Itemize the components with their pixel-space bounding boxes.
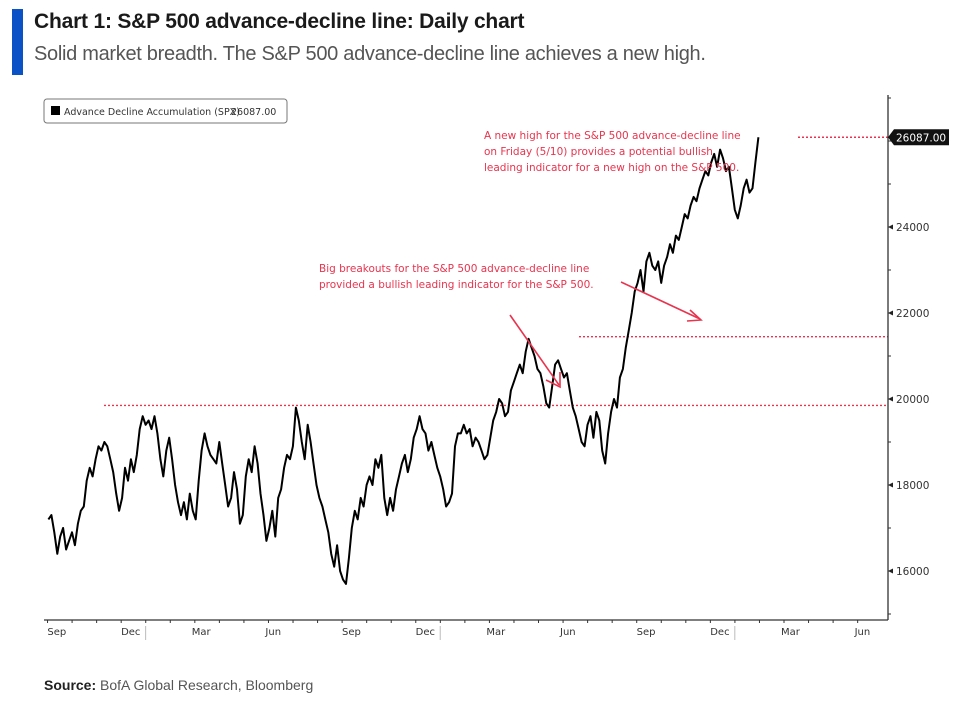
- x-tick-label: Jun: [264, 627, 281, 638]
- series-layer: [47, 137, 760, 585]
- legend-swatch: [51, 106, 60, 115]
- chart-subtitle: Solid market breadth. The S&P 500 advanc…: [34, 43, 706, 65]
- annotation-new-high: A new high for the S&P 500 advance-decli…: [484, 130, 741, 174]
- title-accent-bar: [12, 9, 23, 75]
- y-major-tick: [888, 568, 893, 574]
- x-tick-label: Sep: [637, 627, 656, 638]
- annotation-line: provided a bullish leading indicator for…: [319, 279, 594, 291]
- annotation-breakouts: Big breakouts for the S&P 500 advance-de…: [319, 263, 594, 291]
- y-tick-label: 16000: [896, 566, 929, 578]
- x-tick-label: Sep: [342, 627, 361, 638]
- y-major-tick: [888, 224, 893, 230]
- x-tick-label: Dec: [121, 627, 140, 638]
- reference-lines: [104, 136, 888, 407]
- series-line: [47, 137, 760, 585]
- axes: 16000 18000 20000 22000 24000 26087.00 Sep Dec M…: [44, 95, 949, 640]
- chart-title: Chart 1: S&P 500 advance-decline line: D…: [34, 10, 525, 33]
- legend-label: Advance Decline Accumulation (SPX): [64, 107, 240, 118]
- x-tick-label: Mar: [486, 627, 506, 638]
- chart-area: Advance Decline Accumulation (SPX) 26087…: [43, 95, 949, 640]
- legend: Advance Decline Accumulation (SPX) 26087…: [43, 98, 288, 124]
- y-tick-label: 20000: [896, 394, 929, 406]
- source-label: Source:: [44, 677, 97, 693]
- arrow-left: [509, 314, 560, 386]
- annotation-line: A new high for the S&P 500 advance-decli…: [484, 130, 741, 142]
- x-tick-label: Dec: [416, 627, 435, 638]
- y-tick-label: 24000: [896, 222, 929, 234]
- source-text: BofA Global Research, Bloomberg: [96, 677, 314, 693]
- y-tick-label: 22000: [896, 308, 929, 320]
- last-value-label: 26087.00: [896, 132, 946, 144]
- y-tick-label: 18000: [896, 480, 929, 492]
- annotation-arrows: [509, 281, 703, 389]
- y-major-tick: [888, 310, 893, 316]
- annotation-line: Big breakouts for the S&P 500 advance-de…: [319, 263, 589, 275]
- annotation-line: on Friday (5/10) provides a potential bu…: [484, 146, 713, 158]
- legend-value: 26087.00: [231, 107, 276, 118]
- arrow-left-head: [545, 372, 561, 389]
- x-tick-label: Sep: [47, 627, 66, 638]
- x-tick-label: Dec: [710, 627, 729, 638]
- y-major-tick: [888, 396, 893, 402]
- x-tick-label: Mar: [192, 627, 212, 638]
- arrow-right-head: [686, 309, 703, 322]
- annotation-line: leading indicator for a new high on the …: [484, 162, 739, 174]
- last-value-tag: [888, 129, 949, 146]
- y-major-tick: [888, 482, 893, 488]
- source-note: Source: BofA Global Research, Bloomberg: [44, 677, 313, 693]
- x-tick-label: Mar: [781, 627, 801, 638]
- x-tick-label: Jun: [559, 627, 576, 638]
- x-tick-label: Jun: [854, 627, 871, 638]
- arrow-right: [620, 281, 701, 320]
